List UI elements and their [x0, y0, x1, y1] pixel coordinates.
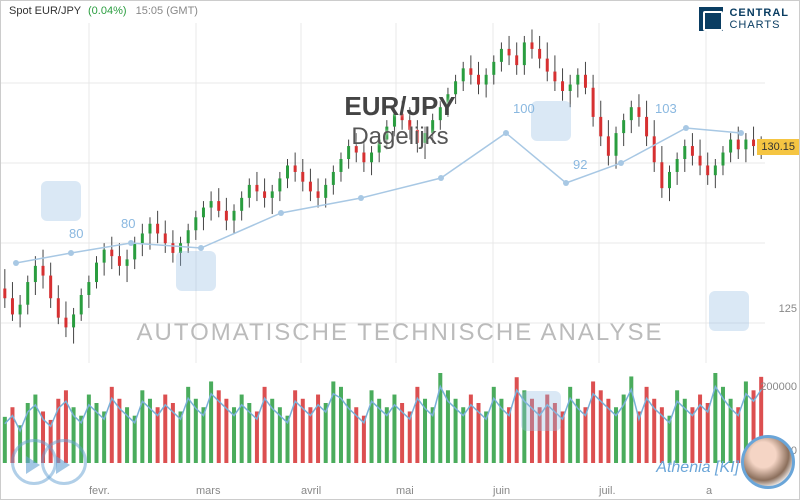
brand-logo[interactable]: CENTRALCHARTS: [699, 7, 789, 31]
avatar-icon[interactable]: [741, 435, 795, 489]
indicator-value: 92: [573, 157, 587, 172]
arrow-right-icon: [176, 251, 216, 291]
xaxis-tick: juin: [493, 485, 510, 497]
yaxis-volume-tick: 200000: [760, 381, 797, 393]
logo-icon: [699, 7, 723, 31]
timeframe-label: Dagelijks: [351, 123, 448, 151]
logo-text: CENTRALCHARTS: [729, 7, 789, 31]
tools-icon: [41, 181, 81, 221]
x-axis: fevr. mars avril mai juin juil. a: [1, 481, 763, 499]
indicator-value: 80: [69, 226, 83, 241]
symbol-label: Spot EUR/JPY: [9, 5, 81, 17]
xaxis-tick: fevr.: [89, 485, 110, 497]
xaxis-tick: avril: [301, 485, 321, 497]
xaxis-tick: mai: [396, 485, 414, 497]
watermark-text: AUTOMATISCHE TECHNISCHE ANALYSE: [137, 319, 664, 347]
indicator-value: 103: [655, 101, 677, 116]
chart-header: Spot EUR/JPY (0.04%) 15:05 (GMT): [9, 5, 198, 17]
change-label: (0.04%): [88, 5, 127, 17]
chart-icon: [709, 291, 749, 331]
yaxis-price-tick: 125: [779, 303, 797, 315]
indicator-value: 100: [513, 101, 535, 116]
xaxis-tick: a: [706, 485, 712, 497]
compass-icon: [531, 101, 571, 141]
xaxis-tick: juil.: [599, 485, 616, 497]
price-chart[interactable]: [1, 23, 763, 363]
indicator-value: 80: [121, 216, 135, 231]
play-icon-2[interactable]: [41, 439, 87, 485]
athenia-label: Athenia [KI]: [656, 459, 739, 477]
instrument-title: EUR/JPY: [344, 91, 455, 122]
xaxis-tick: mars: [196, 485, 220, 497]
time-label: 15:05 (GMT): [136, 5, 198, 17]
last-price-tag: 130.15: [757, 139, 799, 155]
volume-chart[interactable]: [1, 363, 763, 463]
doc-icon: [521, 391, 561, 431]
